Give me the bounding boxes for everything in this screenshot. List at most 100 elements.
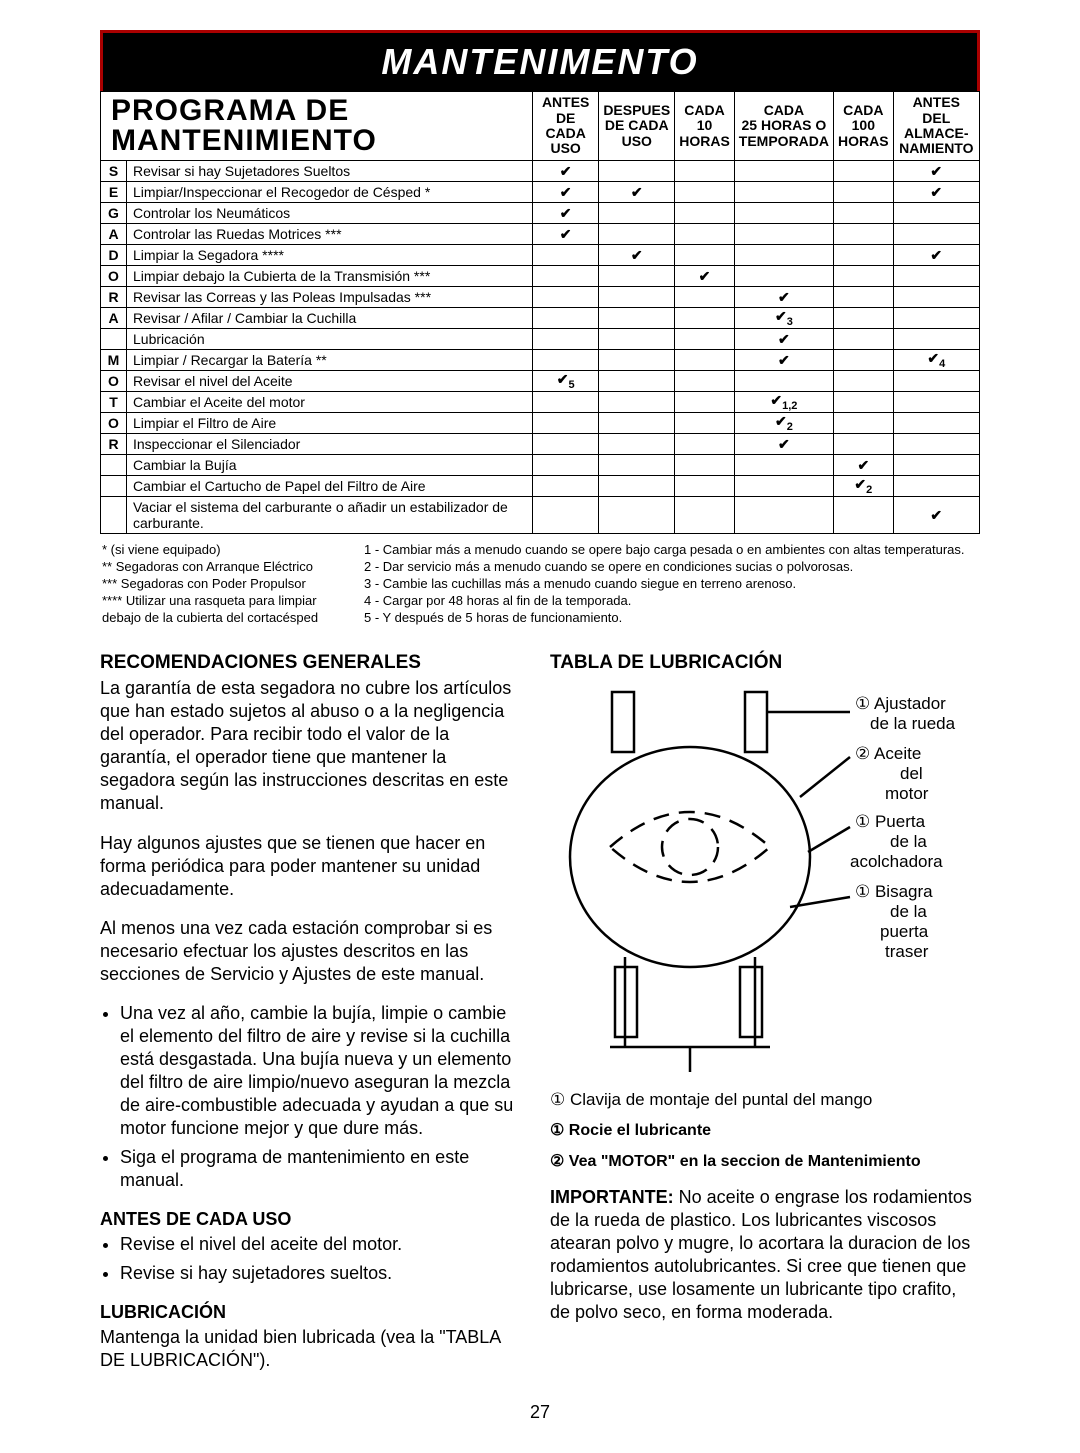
check-cell: [599, 308, 675, 329]
check-cell: [893, 392, 979, 413]
check-cell: [834, 224, 894, 245]
check-cell: [533, 245, 599, 266]
side-letter: [101, 329, 127, 350]
col-head: ANTES DELALMACE-NAMIENTO: [893, 92, 979, 161]
table-title-1: PROGRAMA DE: [111, 96, 522, 126]
check-cell: [893, 455, 979, 476]
important-para: IMPORTANTE: No aceite o engrase los roda…: [550, 1186, 980, 1324]
side-letter: S: [101, 161, 127, 182]
check-cell: [675, 182, 735, 203]
check-cell: [599, 161, 675, 182]
check-cell: ✔: [599, 245, 675, 266]
side-letter: T: [101, 392, 127, 413]
check-cell: [675, 434, 735, 455]
task-cell: Revisar si hay Sujetadores Sueltos: [127, 161, 533, 182]
check-cell: [734, 455, 833, 476]
side-letter: O: [101, 413, 127, 434]
side-letter: R: [101, 434, 127, 455]
check-cell: [599, 224, 675, 245]
check-cell: [599, 434, 675, 455]
side-letter: A: [101, 308, 127, 329]
task-cell: Revisar el nivel del Aceite: [127, 371, 533, 392]
col-head: CADA25 HORAS OTEMPORADA: [734, 92, 833, 161]
side-letter: G: [101, 203, 127, 224]
check-cell: ✔: [533, 224, 599, 245]
col-head: DESPUESDE CADAUSO: [599, 92, 675, 161]
check-cell: [675, 371, 735, 392]
table-title-cell: PROGRAMA DE MANTENIMIENTO: [101, 92, 533, 161]
para: La garantía de esta segadora no cubre lo…: [100, 677, 520, 815]
check-cell: [834, 392, 894, 413]
reco-heading: RECOMENDACIONES GENERALES: [100, 651, 520, 675]
footnote-right: 2 - Dar servicio más a menudo cuando se …: [364, 559, 971, 574]
footnote-left: ** Segadoras con Arranque Eléctrico: [102, 559, 362, 574]
check-cell: [533, 434, 599, 455]
list-item: Una vez al año, cambie la bujía, limpie …: [120, 1002, 520, 1140]
svg-text:traser: traser: [885, 942, 929, 961]
check-cell: ✔: [834, 455, 894, 476]
task-cell: Limpiar el Filtro de Aire: [127, 413, 533, 434]
side-letter: A: [101, 224, 127, 245]
footnote-left: * (si viene equipado): [102, 542, 362, 557]
check-cell: [834, 497, 894, 534]
check-cell: ✔: [893, 245, 979, 266]
section-header: MANTENIMENTO: [100, 30, 980, 94]
check-cell: [834, 182, 894, 203]
para: Hay algunos ajustes que se tienen que ha…: [100, 832, 520, 901]
check-cell: [533, 392, 599, 413]
check-cell: [675, 308, 735, 329]
svg-text:del: del: [900, 764, 923, 783]
task-cell: Cambiar el Cartucho de Papel del Filtro …: [127, 476, 533, 497]
side-letter: M: [101, 350, 127, 371]
check-cell: ✔: [893, 182, 979, 203]
header-title: MANTENIMENTO: [103, 41, 977, 83]
check-cell: [734, 182, 833, 203]
svg-text:de la: de la: [890, 902, 927, 921]
lube-heading: TABLA DE LUBRICACIÓN: [550, 651, 980, 675]
check-cell: [893, 329, 979, 350]
check-cell: [893, 371, 979, 392]
check-cell: [734, 266, 833, 287]
svg-text:① Puerta: ① Puerta: [855, 812, 926, 831]
task-cell: Inspeccionar el Silenciador: [127, 434, 533, 455]
check-cell: [893, 308, 979, 329]
side-letter: D: [101, 245, 127, 266]
check-cell: ✔5: [533, 371, 599, 392]
check-cell: [599, 350, 675, 371]
check-cell: [599, 497, 675, 534]
check-cell: ✔3: [734, 308, 833, 329]
task-cell: Limpiar / Recargar la Batería **: [127, 350, 533, 371]
check-cell: [675, 497, 735, 534]
side-letter: O: [101, 371, 127, 392]
task-cell: Revisar / Afilar / Cambiar la Cuchilla: [127, 308, 533, 329]
check-cell: [533, 413, 599, 434]
check-cell: [533, 287, 599, 308]
maintenance-schedule-table: PROGRAMA DE MANTENIMIENTO ANTESDE CADAUS…: [100, 91, 980, 534]
check-cell: ✔: [675, 266, 735, 287]
check-cell: [599, 203, 675, 224]
check-cell: [834, 350, 894, 371]
para: Al menos una vez cada estación comprobar…: [100, 917, 520, 986]
check-cell: ✔: [893, 497, 979, 534]
check-cell: [599, 266, 675, 287]
col-head: ANTESDE CADAUSO: [533, 92, 599, 161]
check-cell: [675, 224, 735, 245]
check-cell: [834, 413, 894, 434]
check-cell: [893, 413, 979, 434]
check-cell: [675, 287, 735, 308]
table-title-2: MANTENIMIENTO: [111, 126, 522, 156]
check-cell: [599, 371, 675, 392]
check-cell: [834, 329, 894, 350]
check-cell: [893, 203, 979, 224]
diagram-caption: ① Clavija de montaje del puntal del mang…: [550, 1089, 980, 1111]
check-cell: [734, 371, 833, 392]
check-cell: [893, 434, 979, 455]
check-cell: [734, 476, 833, 497]
task-cell: Limpiar debajo la Cubierta de la Transmi…: [127, 266, 533, 287]
check-cell: [599, 455, 675, 476]
task-cell: Cambiar el Aceite del motor: [127, 392, 533, 413]
list-item: Siga el programa de mantenimiento en est…: [120, 1146, 520, 1192]
check-cell: ✔2: [734, 413, 833, 434]
check-cell: [599, 413, 675, 434]
footnote-left: debajo de la cubierta del cortacésped: [102, 610, 362, 625]
